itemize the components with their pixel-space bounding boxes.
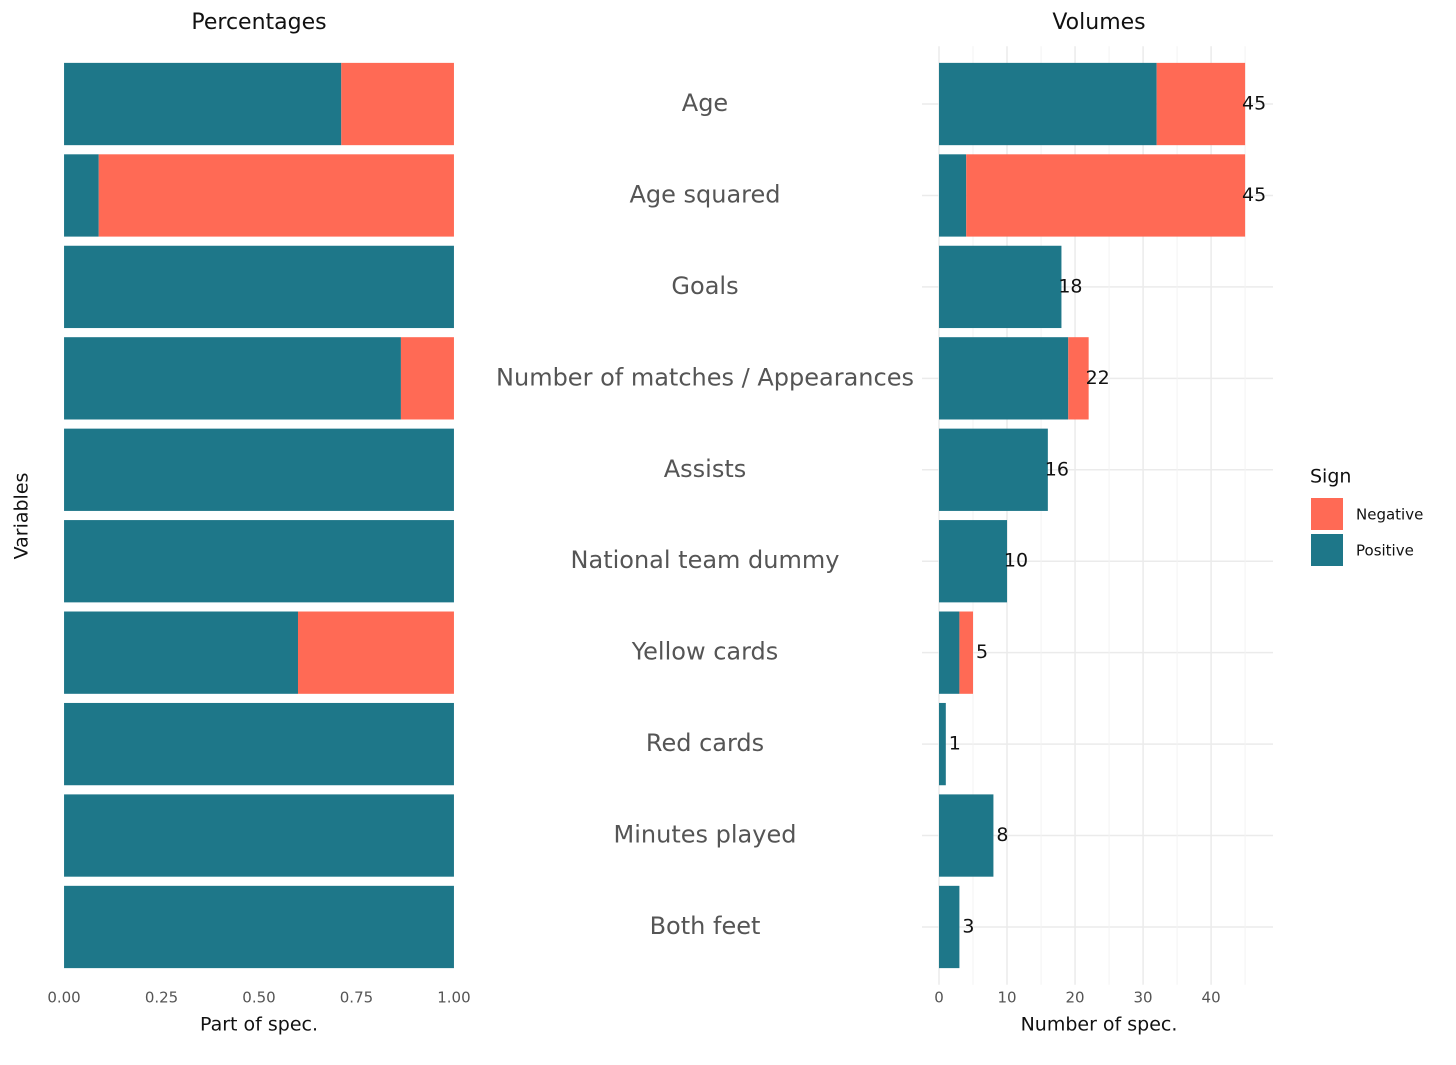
bar-segment — [64, 885, 454, 969]
bar-segment — [64, 154, 99, 237]
x-tick-label: 30 — [1134, 989, 1153, 1007]
x-axis-label: Part of spec. — [200, 1014, 318, 1036]
bar-segment — [297, 611, 454, 694]
bar-segment — [64, 520, 454, 603]
bar-segment — [1068, 337, 1089, 420]
marks — [64, 62, 1246, 969]
bar-segment — [939, 62, 1157, 146]
x-tick-label: 20 — [1066, 989, 1085, 1007]
chart-title: Volumes — [1052, 10, 1145, 35]
bar-segment — [966, 154, 1246, 237]
data-label: 3 — [962, 915, 974, 937]
bar-segment — [400, 337, 454, 420]
x-tick-label: 0.00 — [47, 989, 80, 1007]
legend-swatch — [1311, 498, 1343, 530]
bar-segment — [939, 520, 1008, 603]
bar-segment — [1156, 62, 1246, 146]
data-label: 45 — [1242, 184, 1266, 206]
x-tick-label: 40 — [1202, 989, 1221, 1007]
bar-segment — [64, 428, 454, 511]
legend-label: Negative — [1356, 506, 1423, 524]
data-label: 10 — [1004, 550, 1028, 572]
bar-segment — [64, 702, 454, 786]
bar-segment — [939, 337, 1069, 420]
legend-label: Positive — [1356, 542, 1414, 560]
category-label: Minutes played — [614, 821, 797, 849]
bar-segment — [341, 62, 454, 146]
bar-segment — [64, 337, 401, 420]
bar-segment — [939, 794, 994, 877]
bar-segment — [98, 154, 454, 237]
bar-segment — [64, 611, 298, 694]
category-label: Number of matches / Appearances — [496, 363, 914, 391]
bar-segment — [64, 62, 342, 146]
legend-title: Sign — [1310, 466, 1351, 488]
data-label: 18 — [1058, 275, 1082, 297]
bar-segment — [939, 702, 946, 786]
category-label: Yellow cards — [631, 638, 779, 666]
bar-segment — [959, 611, 974, 694]
bar-segment — [939, 428, 1048, 511]
data-label: 16 — [1045, 458, 1069, 480]
x-tick-label: 1.00 — [437, 989, 470, 1007]
data-label: 5 — [976, 641, 988, 663]
bar-segment — [64, 245, 454, 329]
bar-segment — [939, 611, 960, 694]
data-label: 1 — [949, 733, 961, 755]
data-label: 22 — [1086, 367, 1110, 389]
category-label: Assists — [664, 455, 747, 483]
category-label: Both feet — [650, 912, 761, 940]
category-label: Age squared — [629, 180, 780, 208]
category-label: Goals — [671, 272, 738, 300]
category-label: National team dummy — [571, 546, 840, 574]
category-label: Red cards — [646, 729, 764, 757]
data-label: 45 — [1242, 93, 1266, 115]
category-label: Age — [682, 89, 728, 117]
legend-swatch — [1311, 534, 1343, 566]
y-axis-label: Variables — [11, 473, 33, 560]
x-tick-label: 0.25 — [145, 989, 178, 1007]
x-tick-label: 0.50 — [242, 989, 275, 1007]
bar-segment — [939, 885, 960, 969]
x-tick-label: 10 — [997, 989, 1016, 1007]
data-label: 8 — [996, 824, 1008, 846]
bar-segment — [939, 245, 1062, 329]
x-axis-label: Number of spec. — [1021, 1014, 1178, 1036]
bar-segment — [939, 154, 967, 237]
x-tick-label: 0.75 — [340, 989, 373, 1007]
chart-title: Percentages — [191, 10, 326, 35]
x-tick-label: 0 — [934, 989, 944, 1007]
bar-segment — [64, 794, 454, 877]
